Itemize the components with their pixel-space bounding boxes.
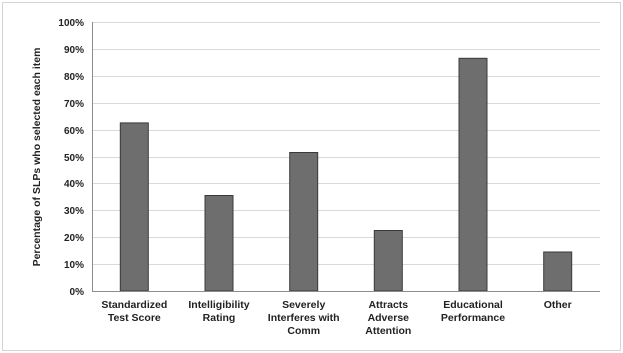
x-category-label-line: Severely [282,299,325,311]
bar [373,230,403,292]
y-tick-label: 50% [64,153,84,164]
y-tick-label: 100% [58,18,84,29]
x-category-label-line: Rating [203,312,236,324]
y-tick-label: 10% [64,260,84,271]
y-tick-label: 80% [64,72,84,83]
x-category-label: Intelligibility Rating [188,299,249,324]
x-category-label-line: Intelligibility [188,299,249,311]
x-category-label: Attracts Adverse Attention [365,299,411,337]
y-tick-label: 90% [64,45,84,56]
x-category-label-line: Standardized [101,299,167,311]
y-tick-label: 20% [64,233,84,244]
x-category-label: Severely Interferes with Comm [268,299,340,337]
gridlines [92,22,600,265]
bar [458,57,488,292]
x-category-label-line: Other [544,299,572,311]
axes [92,22,600,292]
x-category-label-line: Educational [443,299,503,311]
y-axis-tick-labels: 0% 10% 20% 30% 40% 50% 60% 70% 80% 90% 100% [58,18,84,298]
x-category-label: Educational Performance [441,299,505,324]
bars [119,57,573,292]
x-category-label-line: Test Score [108,312,161,324]
x-category-label-line: Attention [365,325,411,337]
x-category-label-line: Comm [287,325,320,337]
x-category-label: Other [544,299,572,311]
x-category-label-line: Performance [441,312,505,324]
x-category-label-line: Attracts [368,299,408,311]
bar [119,122,149,292]
bar [289,152,319,292]
y-tick-label: 30% [64,206,84,217]
bar [204,195,234,292]
x-category-label-line: Interferes with [268,312,340,324]
y-axis-title: Percentage of SLPs who selected each ite… [31,48,43,267]
y-tick-label: 40% [64,179,84,190]
x-category-label-line: Adverse [368,312,410,324]
bar [543,251,573,292]
y-tick-label: 0% [70,287,85,298]
x-axis-category-labels: Standardized Test Score Intelligibility Rat… [101,299,571,337]
x-category-label: Standardized Test Score [101,299,167,324]
y-tick-label: 70% [64,99,84,110]
y-tick-label: 60% [64,126,84,137]
